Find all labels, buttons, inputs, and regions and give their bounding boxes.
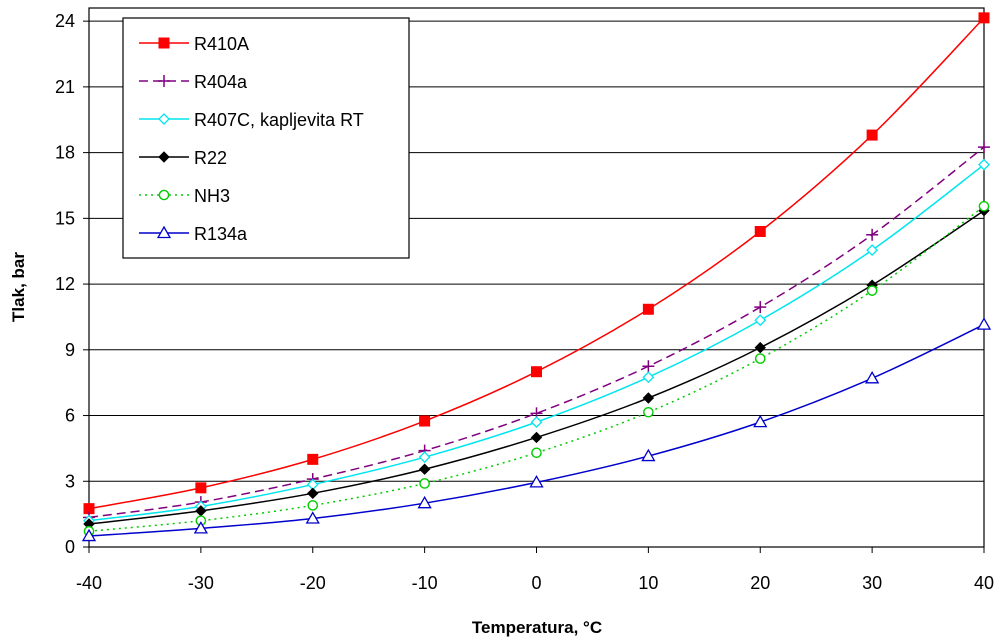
data-point-r404a bbox=[866, 228, 879, 241]
data-point-r407c-kapljevita-rt bbox=[642, 371, 655, 384]
data-point-r410a bbox=[866, 129, 878, 141]
data-point-nh3 bbox=[754, 353, 766, 364]
x-axis-ticks: -40 -30 -20 -10 0 10 20 30 40 bbox=[76, 547, 994, 593]
data-point-r404a bbox=[642, 360, 655, 373]
data-point-r410a bbox=[978, 12, 990, 24]
x-tick-label: 10 bbox=[638, 573, 658, 593]
series-line-r134a bbox=[88, 323, 985, 537]
y-tick-label: 24 bbox=[55, 11, 75, 31]
series-line-r404a bbox=[88, 146, 985, 519]
y-tick-label: 9 bbox=[65, 340, 75, 360]
data-point-r22 bbox=[307, 487, 319, 500]
data-point-r404a bbox=[754, 301, 767, 314]
data-point-nh3 bbox=[531, 447, 542, 459]
legend-marker bbox=[158, 151, 170, 163]
series-line-r410a bbox=[88, 17, 985, 510]
data-point-r407c-kapljevita-rt bbox=[530, 416, 543, 429]
series-nh3 bbox=[83, 200, 990, 537]
x-tick-label: -40 bbox=[76, 573, 102, 593]
y-tick-label: 12 bbox=[55, 274, 75, 294]
y-tick-label: 21 bbox=[55, 77, 75, 97]
legend-item-r410a: R410A bbox=[139, 34, 249, 54]
data-point-r22 bbox=[418, 463, 431, 475]
legend-item-r22: R22 bbox=[139, 148, 227, 168]
x-tick-label: 0 bbox=[531, 573, 541, 593]
data-point-r134a bbox=[529, 475, 544, 488]
legend-marker bbox=[156, 225, 172, 239]
data-point-nh3 bbox=[866, 285, 878, 296]
data-point-r134a bbox=[305, 511, 320, 524]
y-tick-label: 6 bbox=[65, 406, 75, 426]
data-point-r407c-kapljevita-rt bbox=[418, 451, 431, 464]
data-point-r410a bbox=[195, 482, 207, 494]
data-point-r134a bbox=[81, 528, 97, 542]
legend-item-r404a: R404a bbox=[139, 72, 248, 92]
legend-marker bbox=[158, 113, 170, 125]
data-point-r410a bbox=[419, 415, 431, 427]
legend-marker bbox=[158, 37, 170, 49]
legend: R410A R404a R407C, kapljevita RT R22 NH3 R134… bbox=[122, 17, 410, 259]
data-point-r407c-kapljevita-rt bbox=[978, 158, 990, 171]
data-point-r22 bbox=[530, 431, 543, 444]
data-point-nh3 bbox=[307, 500, 319, 511]
data-point-r410a bbox=[754, 225, 766, 237]
data-point-r410a bbox=[642, 303, 654, 315]
legend-item-r407c-kapljevita-rt: R407C, kapljevita RT bbox=[139, 110, 364, 130]
x-tick-label: -10 bbox=[412, 573, 438, 593]
series-r407c-kapljevita-rt bbox=[83, 158, 990, 527]
x-tick-label: 30 bbox=[862, 573, 882, 593]
data-point-r134a bbox=[976, 317, 992, 330]
y-axis-ticks: 0 3 6 9 12 15 18 21 24 bbox=[55, 11, 89, 557]
data-point-nh3 bbox=[978, 200, 990, 212]
series-r134a bbox=[81, 317, 992, 542]
legend-label: R404a bbox=[194, 72, 248, 92]
y-axis-title: Tlak, bar bbox=[9, 252, 28, 322]
data-point-r22 bbox=[754, 341, 766, 354]
series-r22 bbox=[83, 204, 990, 530]
legend-label: R410A bbox=[194, 34, 249, 54]
data-point-r407c-kapljevita-rt bbox=[754, 314, 767, 327]
data-point-r134a bbox=[641, 448, 656, 462]
data-point-r134a bbox=[865, 370, 880, 384]
data-point-r410a bbox=[531, 366, 542, 378]
data-point-r134a bbox=[753, 414, 768, 428]
x-tick-label: 40 bbox=[974, 573, 994, 593]
legend-item-nh3: NH3 bbox=[139, 186, 230, 206]
series-line-r22 bbox=[88, 210, 985, 525]
legend-label: R134a bbox=[194, 224, 248, 244]
data-point-nh3 bbox=[419, 478, 430, 489]
x-tick-label: 20 bbox=[750, 573, 770, 593]
x-tick-label: -20 bbox=[300, 573, 326, 593]
data-point-r410a bbox=[307, 453, 319, 465]
data-point-r134a bbox=[193, 521, 208, 534]
legend-box bbox=[122, 17, 410, 259]
data-point-nh3 bbox=[643, 406, 654, 418]
y-tick-label: 3 bbox=[65, 471, 75, 491]
legend-item-r134a: R134a bbox=[139, 224, 248, 244]
data-point-r407c-kapljevita-rt bbox=[866, 244, 879, 257]
y-tick-label: 0 bbox=[65, 537, 75, 557]
legend-marker bbox=[158, 75, 170, 87]
legend-label: R407C, kapljevita RT bbox=[194, 110, 364, 130]
data-point-r134a bbox=[417, 495, 432, 509]
legend-marker bbox=[158, 189, 170, 201]
y-tick-label: 15 bbox=[55, 208, 75, 228]
series-layer bbox=[81, 12, 992, 542]
series-r410a bbox=[83, 12, 990, 515]
data-point-r404a bbox=[978, 141, 990, 154]
x-tick-label: -30 bbox=[188, 573, 214, 593]
y-tick-label: 18 bbox=[55, 143, 75, 163]
legend-label: NH3 bbox=[194, 186, 230, 206]
x-axis-title: Temperatura, °C bbox=[472, 618, 602, 637]
series-line-nh3 bbox=[88, 205, 985, 532]
data-point-r22 bbox=[642, 392, 655, 404]
series-line-r407c-kapljevita-rt bbox=[88, 164, 985, 522]
legend-label: R22 bbox=[194, 148, 227, 168]
